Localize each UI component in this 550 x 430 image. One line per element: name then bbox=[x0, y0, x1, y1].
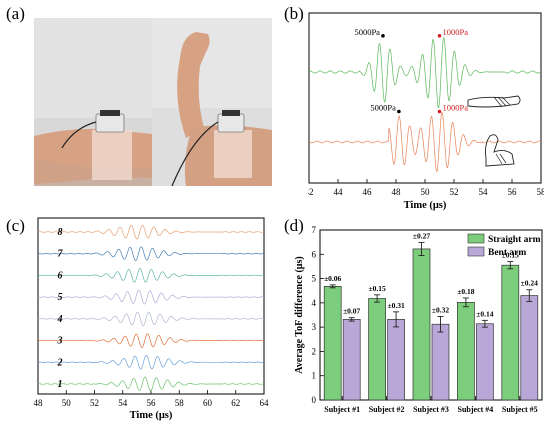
chart-c-xtick-label: 62 bbox=[231, 398, 240, 408]
chart-d-ytick-label: 6 bbox=[312, 249, 317, 259]
chart-b-xlabel: Time (μs) bbox=[404, 200, 447, 211]
photo-straight-arm bbox=[34, 18, 152, 186]
chart-c-series-line bbox=[38, 289, 265, 305]
chart-d-bar bbox=[476, 323, 494, 401]
chart-d-error-label: ±0.06 bbox=[324, 274, 341, 283]
chart-d-error-label: ±0.24 bbox=[521, 279, 538, 288]
chart-d-ytick-label: 2 bbox=[312, 346, 317, 356]
chart-c-series-line bbox=[37, 246, 265, 261]
chart-b-marker-label: 1000Pa bbox=[443, 27, 469, 37]
chart-d-bar bbox=[368, 298, 386, 401]
chart-c-series-label: 8 bbox=[58, 227, 63, 238]
chart-b-xtick-label: 56 bbox=[508, 187, 518, 197]
chart-d-xtick-label: Subject #1 bbox=[324, 405, 360, 414]
chart-b-marker-label: 5000Pa bbox=[370, 103, 396, 113]
chart-c-xtick-label: 56 bbox=[147, 398, 157, 408]
chart-b-marker-dot bbox=[381, 34, 385, 38]
chart-d-xtick-label: Subject #2 bbox=[369, 405, 405, 414]
chart-d-xtick-label: Subject #3 bbox=[413, 405, 449, 414]
chart-d-error-label: ±0.07 bbox=[343, 307, 360, 316]
photo-bent-arm bbox=[152, 18, 272, 186]
chart-d-bar bbox=[412, 248, 431, 401]
straight-arm-pictogram bbox=[467, 95, 521, 108]
chart-c-series-line bbox=[37, 354, 265, 370]
chart-c-series-label: 3 bbox=[57, 336, 63, 347]
chart-c-xtick-label: 54 bbox=[118, 398, 128, 408]
chart-c-xtick-label: 58 bbox=[175, 398, 185, 408]
chart-d-error-label: ±0.27 bbox=[413, 231, 430, 240]
chart-c-series-label: 4 bbox=[57, 314, 63, 325]
chart-b-marker-label: 5000Pa bbox=[354, 27, 380, 37]
panel-label-a: (a) bbox=[6, 4, 25, 23]
chart-b-xtick-label: 44 bbox=[334, 187, 344, 197]
chart-d-legend-label: Bent arm bbox=[488, 248, 526, 258]
chart-d-ytick-label: 4 bbox=[312, 298, 317, 308]
chart-c-xtick-label: 64 bbox=[260, 398, 270, 408]
chart-b-marker-dot bbox=[397, 109, 401, 114]
chart-c-xtick-label: 52 bbox=[90, 398, 99, 408]
chart-d-ytick-label: 7 bbox=[312, 225, 317, 235]
chart-c-series-line bbox=[38, 333, 264, 348]
panel-label-c: (c) bbox=[6, 216, 25, 235]
chart-d-bar bbox=[342, 319, 361, 401]
chart-d-ytick-label: 5 bbox=[312, 274, 317, 284]
chart-c-series-label: 6 bbox=[58, 270, 63, 281]
chart-d-ytick-label: 3 bbox=[312, 322, 317, 332]
chart-c-series-label: 1 bbox=[58, 379, 63, 390]
waveform-chart-b: 42 44 46 48 50 52 54 56 58 5000Pa 1000Pa 5000Pa 100… bbox=[308, 12, 545, 211]
chart-d-bar bbox=[457, 302, 475, 401]
chart-c-series-label: 5 bbox=[58, 292, 63, 303]
chart-c-xtick-label: 50 bbox=[62, 398, 72, 408]
chart-d-legend: Straight arm Bent arm bbox=[467, 233, 541, 258]
chart-d-ylabel: Average ToF difference (μs) bbox=[294, 256, 305, 373]
chart-b-xtick-label: 42 bbox=[308, 187, 314, 197]
chart-c-series-label: 7 bbox=[58, 249, 64, 260]
chart-b-xtick-label: 46 bbox=[363, 187, 373, 197]
chart-d-bar bbox=[387, 319, 405, 401]
panel-label-b: (b) bbox=[284, 4, 304, 23]
chart-b-xtick-label: 58 bbox=[537, 187, 545, 197]
chart-d-error-label: ±0.31 bbox=[387, 301, 404, 310]
chart-b-marker-label: 1000Pa bbox=[443, 103, 469, 113]
chart-c-xtick-label: 48 bbox=[34, 398, 44, 408]
chart-c-series-line bbox=[38, 311, 264, 327]
chart-d-error-label: ±0.18 bbox=[457, 287, 474, 296]
chart-c-series-line bbox=[38, 224, 265, 240]
chart-b-series-line bbox=[308, 37, 542, 109]
chart-d-error-label: ±0.15 bbox=[502, 251, 519, 260]
chart-c-series-line bbox=[37, 376, 264, 392]
chart-b-xtick-label: 50 bbox=[421, 187, 431, 197]
chart-d-bar bbox=[431, 323, 450, 401]
chart-d-error-label: ±0.14 bbox=[476, 309, 493, 318]
chart-d-bar bbox=[323, 285, 342, 401]
chart-b-xtick-label: 54 bbox=[479, 187, 489, 197]
chart-d-bar bbox=[501, 264, 520, 401]
chart-c-xtick-label: 60 bbox=[203, 398, 213, 408]
chart-d-ytick-label: 1 bbox=[312, 371, 317, 381]
chart-c-series-line bbox=[37, 268, 264, 283]
chart-b-marker-dot bbox=[437, 34, 442, 38]
chart-d-legend-swatch bbox=[467, 246, 485, 257]
panel-label-d: (d) bbox=[284, 216, 304, 235]
chart-d-xtick-label: Subject #5 bbox=[502, 405, 538, 414]
chart-d-error-label: ±0.15 bbox=[368, 284, 385, 293]
chart-d-ytick-label: 0 bbox=[312, 395, 317, 405]
chart-b-xtick-label: 52 bbox=[450, 187, 459, 197]
chart-d-error-label: ±0.32 bbox=[432, 305, 449, 314]
chart-c-series-label: 2 bbox=[57, 357, 63, 368]
chart-d-bar bbox=[520, 295, 539, 401]
chart-d-legend-swatch bbox=[467, 233, 485, 244]
chart-d-xtick-label: Subject #4 bbox=[458, 405, 494, 414]
chart-d-legend-label: Straight arm bbox=[488, 235, 541, 245]
chart-b-marker-dot bbox=[437, 109, 442, 114]
bent-arm-pictogram bbox=[485, 134, 515, 167]
chart-b-series-line bbox=[308, 111, 542, 172]
chart-b-xtick-label: 48 bbox=[392, 187, 402, 197]
chart-c-xlabel: Time (μs) bbox=[130, 410, 173, 421]
